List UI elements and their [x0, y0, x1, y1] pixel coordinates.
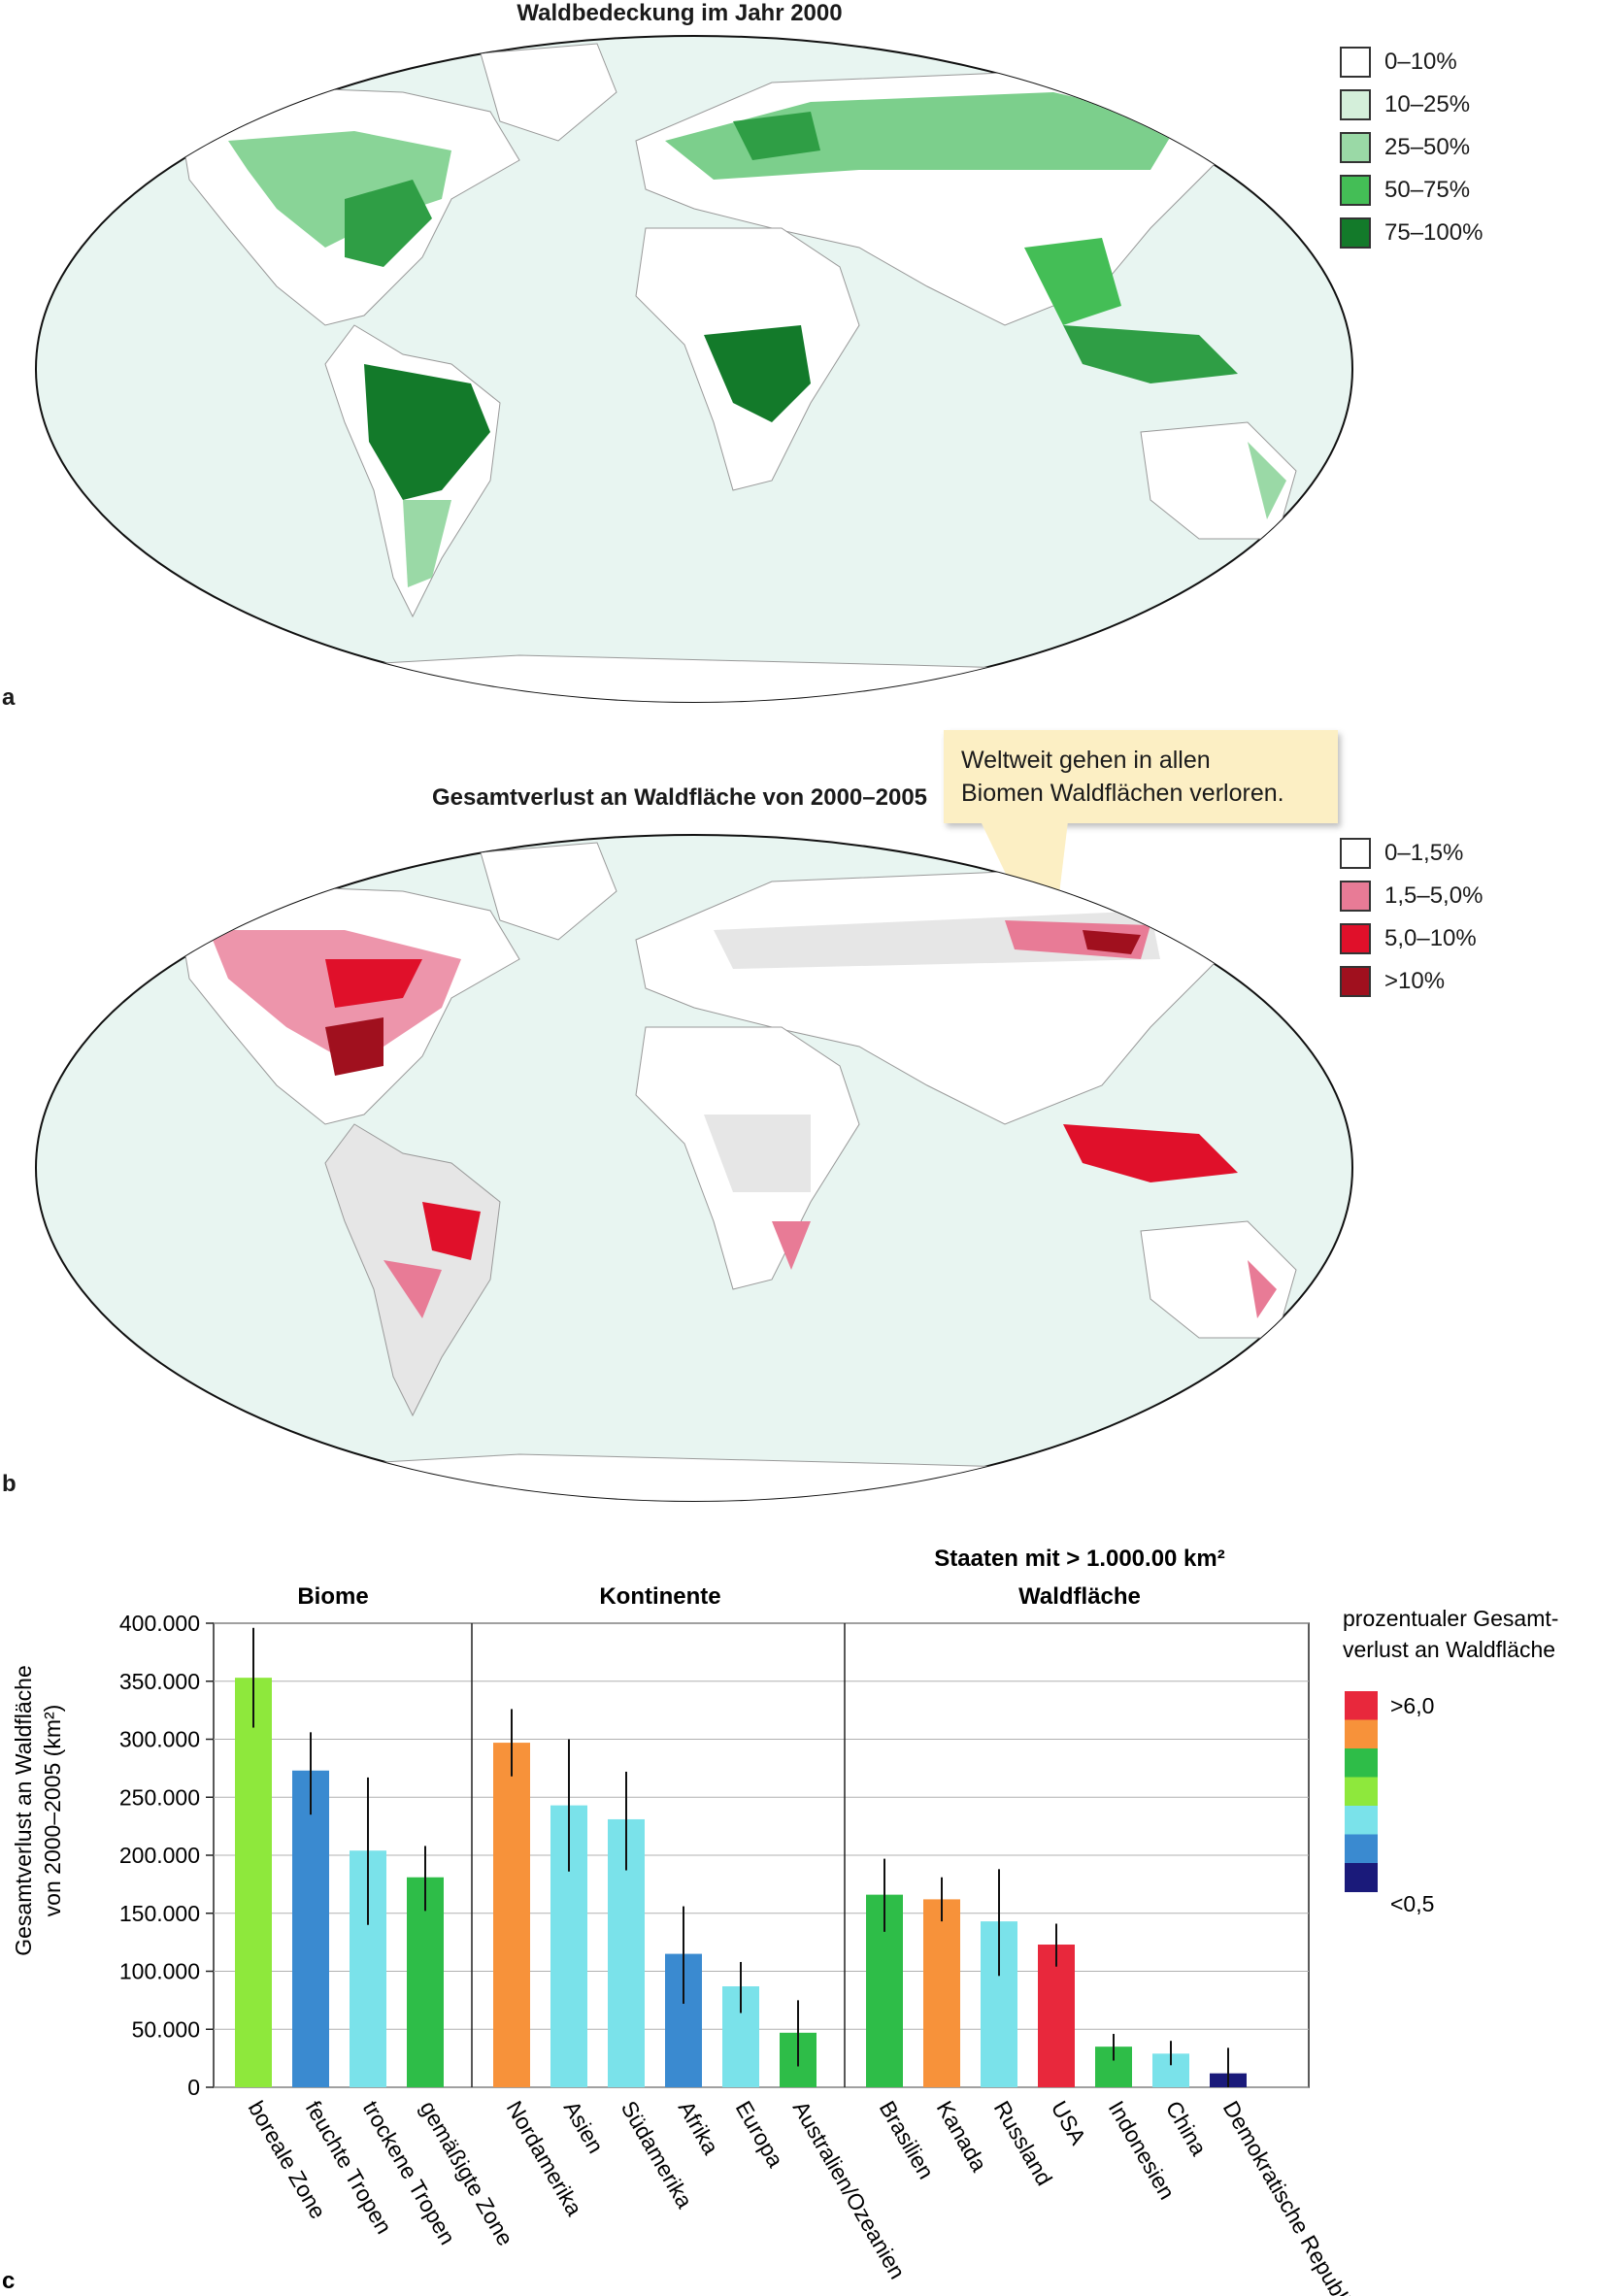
- map-b-title: Gesamtverlust an Waldfläche von 2000–200…: [431, 784, 928, 811]
- bar: [235, 1678, 272, 2087]
- legend-c-title-line2: verlust an Waldfläche: [1343, 1637, 1555, 1662]
- loss-legend-swatch: [1340, 966, 1371, 997]
- callout-line-1: Weltweit gehen in allen: [961, 747, 1211, 774]
- y-tick-label: 250.000: [119, 1784, 200, 1810]
- cover-legend-swatch: [1340, 89, 1371, 120]
- x-category-label: Europa: [731, 2097, 789, 2172]
- legend-c-low-label: <0,5: [1390, 1891, 1434, 1916]
- bar: [493, 1743, 530, 2087]
- group-title-biome: Biome: [297, 1583, 368, 1610]
- loss-legend-label: 5,0–10%: [1384, 925, 1477, 951]
- loss-legend-item: 1,5–5,0%: [1340, 880, 1483, 913]
- panel-b-letter: b: [2, 1471, 17, 1497]
- x-category-label: Kanada: [932, 2097, 992, 2177]
- y-tick-label: 400.000: [119, 1611, 200, 1636]
- loss-legend-label: >10%: [1384, 968, 1446, 994]
- cover-legend-swatch: [1340, 175, 1371, 206]
- cover-legend-label: 0–10%: [1384, 49, 1457, 75]
- bar: [292, 1770, 329, 2087]
- y-tick-label: 350.000: [119, 1669, 200, 1694]
- cover-legend-swatch: [1340, 47, 1371, 78]
- loss-legend-item: 0–1,5%: [1340, 837, 1463, 870]
- color-scale-swatch: [1345, 1777, 1378, 1807]
- group-title-countries-line2: Waldfläche: [1018, 1583, 1141, 1610]
- y-tick-label: 300.000: [119, 1727, 200, 1752]
- legend-c-title-line1: prozentualer Gesamt-: [1343, 1606, 1558, 1631]
- y-tick-label: 0: [187, 2075, 200, 2100]
- y-axis-label-line2: von 2000–2005 (km²): [40, 1705, 65, 1917]
- callout-line-2: Biomen Waldflächen verloren.: [961, 780, 1284, 807]
- panel-c-letter: c: [2, 2268, 15, 2294]
- cover-legend-item: 25–50%: [1340, 131, 1470, 164]
- bar: [407, 1877, 444, 2087]
- bar-chart-forest-loss: Biome Kontinente Staaten mit > 1.000.00 …: [2, 1546, 1558, 2296]
- color-scale-swatch: [1345, 1719, 1378, 1749]
- color-scale-swatch: [1345, 1834, 1378, 1864]
- y-tick-label: 50.000: [132, 2016, 200, 2042]
- bar: [1038, 1945, 1075, 2087]
- color-scale-swatch: [1345, 1748, 1378, 1778]
- loss-legend-label: 0–1,5%: [1384, 840, 1464, 866]
- y-tick-label: 150.000: [119, 1901, 200, 1926]
- x-category-label: China: [1161, 2097, 1213, 2160]
- loss-legend-swatch: [1340, 838, 1371, 869]
- loss-legend-swatch: [1340, 881, 1371, 912]
- x-category-label: USA: [1047, 2097, 1091, 2150]
- legend-c-high-label: >6,0: [1390, 1693, 1434, 1718]
- loss-legend-label: 1,5–5,0%: [1384, 882, 1483, 909]
- x-category-label: Brasilien: [875, 2097, 940, 2183]
- y-tick-label: 100.000: [119, 1959, 200, 1984]
- landmass-greenland: [480, 43, 617, 142]
- cover-legend-item: 10–25%: [1340, 88, 1470, 121]
- cover-legend-label: 75–100%: [1384, 219, 1483, 246]
- y-axis-label-line1: Gesamtverlust an Waldfläche: [11, 1665, 36, 1956]
- color-scale-swatch: [1345, 1806, 1378, 1835]
- panel-a-forest-cover-map: Waldbedeckung im Jahr 2000: [0, 0, 1600, 718]
- cover-legend-swatch: [1340, 132, 1371, 163]
- loss-legend-item: 5,0–10%: [1340, 922, 1477, 955]
- loss-legend-item: >10%: [1340, 965, 1445, 998]
- landmass-antarctica: [179, 654, 1249, 702]
- map-a-title: Waldbedeckung im Jahr 2000: [517, 0, 843, 26]
- x-category-label: Asien: [559, 2097, 609, 2158]
- color-scale-swatch: [1345, 1863, 1378, 1892]
- x-category-label: Afrika: [674, 2097, 724, 2159]
- world-map-forest-loss: [35, 834, 1353, 1502]
- cover-legend-label: 25–50%: [1384, 134, 1471, 160]
- loss-legend-swatch: [1340, 923, 1371, 954]
- cover-legend-item: 0–10%: [1340, 46, 1457, 79]
- cover-legend-swatch: [1340, 217, 1371, 249]
- cover-legend-item: 75–100%: [1340, 216, 1483, 250]
- world-map-forest-cover: [35, 35, 1353, 703]
- y-tick-label: 200.000: [119, 1843, 200, 1868]
- x-category-label: Demokratische Republik Kongo: [1218, 2097, 1397, 2296]
- cover-legend-label: 10–25%: [1384, 91, 1471, 117]
- group-title-countries-line1: Staaten mit > 1.000.00 km²: [934, 1546, 1224, 1572]
- cover-legend-item: 50–75%: [1340, 174, 1470, 207]
- panel-a-letter: a: [2, 684, 16, 711]
- cover-legend-label: 50–75%: [1384, 177, 1471, 203]
- landmass-southeast-asia: [1063, 325, 1238, 383]
- bar: [923, 1899, 960, 2087]
- callout-box: Weltweit gehen in allen Biomen Waldfläch…: [944, 730, 1338, 823]
- color-scale-swatch: [1345, 1691, 1378, 1720]
- group-title-continents: Kontinente: [599, 1583, 720, 1610]
